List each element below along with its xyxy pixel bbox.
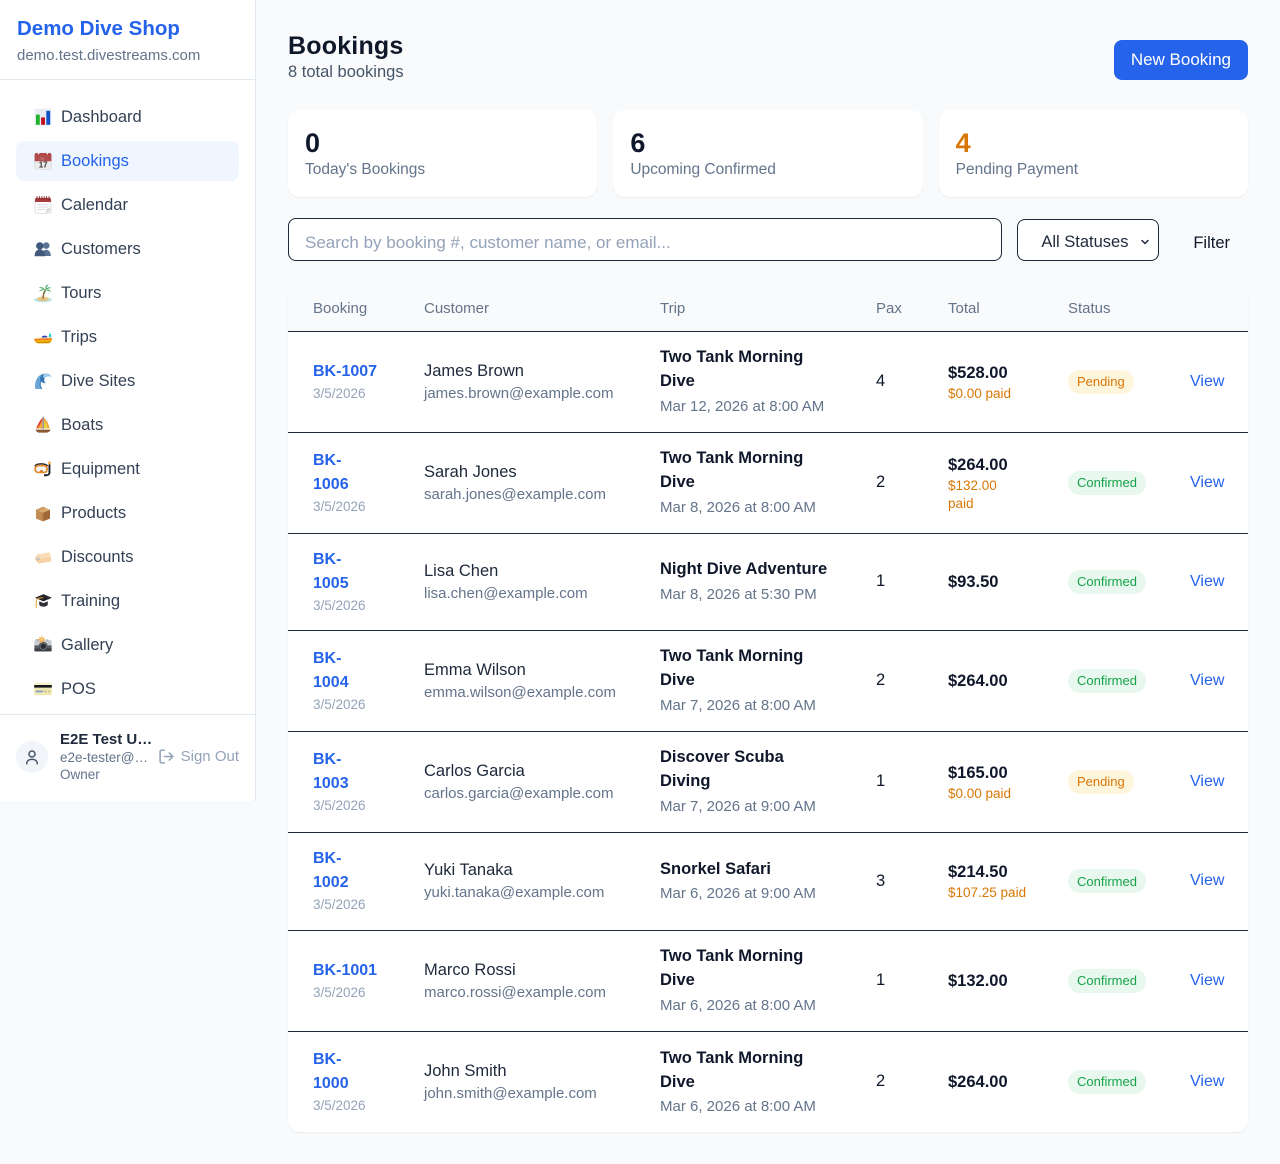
svg-text:17: 17: [39, 161, 48, 170]
svg-text:JUL: JUL: [39, 157, 45, 161]
